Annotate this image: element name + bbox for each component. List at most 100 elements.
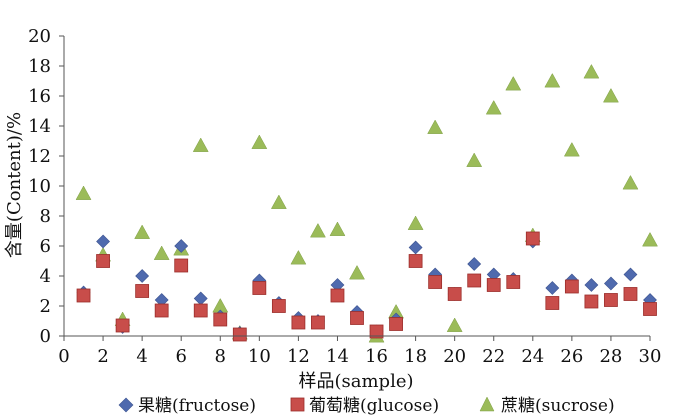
x-tick-label: 14 [326, 346, 349, 367]
y-tick-label: 12 [28, 146, 51, 167]
x-tick-label: 0 [58, 346, 69, 367]
x-tick-label: 26 [560, 346, 583, 367]
x-tick-label: 18 [404, 346, 427, 367]
y-axis-title: 含量(Content)/% [4, 112, 25, 258]
sucrose-point [407, 215, 424, 230]
glucose-point [643, 302, 657, 316]
sucrose-point [563, 141, 580, 157]
sucrose-point [192, 137, 209, 152]
legend: 果糖(fructose) 葡萄糖(glucose) 蔗糖(sucrose) [118, 396, 615, 415]
glucose-point [135, 284, 150, 298]
sucrose-point [134, 224, 151, 239]
glucose-point [525, 231, 540, 246]
sucrose-point [505, 75, 522, 91]
fructose-point [604, 276, 618, 291]
glucose-point [564, 279, 579, 294]
fructose-point [623, 267, 638, 282]
glucose-point [213, 312, 228, 327]
legend-item-fructose: 果糖(fructose) [118, 396, 256, 415]
y-tick-label: 16 [28, 86, 51, 107]
sucrose-point [427, 119, 444, 134]
x-tick-label: 16 [365, 346, 388, 367]
glucose-point [291, 315, 306, 330]
glucose-point [96, 254, 110, 268]
glucose-point [174, 258, 189, 273]
glucose-point [604, 293, 618, 307]
sucrose-point [251, 134, 268, 149]
fructose-point [174, 239, 189, 253]
y-tick-label: 8 [40, 206, 51, 227]
sucrose-point [349, 264, 365, 280]
y-tick-label: 14 [28, 116, 51, 137]
glucose-point [232, 327, 247, 342]
y-tick-label: 0 [40, 326, 51, 347]
sucrose-point [622, 174, 639, 190]
sucrose-point [153, 245, 170, 260]
glucose-point [506, 275, 521, 289]
legend-label-sucrose: 蔗糖(sucrose) [501, 396, 615, 415]
y-tick-label: 2 [40, 296, 51, 317]
x-tick-label: 8 [215, 346, 226, 367]
legend-marker-sucrose [479, 396, 495, 412]
legend-item-sucrose: 蔗糖(sucrose) [479, 396, 615, 415]
y-tick-label: 10 [28, 176, 51, 197]
glucose-point [467, 273, 482, 288]
sucrose-point [603, 87, 619, 103]
x-tick-label: 10 [248, 346, 271, 367]
glucose-point [193, 303, 208, 318]
legend-label-glucose: 葡萄糖(glucose) [309, 396, 439, 415]
legend-marker-fructose [118, 397, 134, 413]
sucrose-point [75, 185, 92, 200]
fructose-point [584, 278, 599, 292]
glucose-point [447, 287, 462, 301]
sucrose-point [485, 99, 502, 115]
fructose-point [545, 281, 560, 295]
x-tick-label: 30 [639, 346, 662, 367]
x-tick-label: 24 [521, 346, 544, 367]
glucose-point [389, 317, 403, 331]
glucose-point [76, 288, 91, 303]
glucose-point [623, 287, 638, 301]
x-tick-label: 20 [443, 346, 466, 367]
glucose-point [154, 303, 169, 318]
glucose-point [369, 324, 384, 339]
glucose-point [115, 318, 130, 333]
glucose-point [350, 311, 364, 325]
glucose-point [311, 315, 325, 330]
glucose-point [330, 288, 345, 303]
x-tick-label: 4 [136, 346, 147, 367]
legend-marker-glucose [290, 397, 305, 412]
legend-label-fructose: 果糖(fructose) [138, 396, 256, 415]
legend-item-glucose: 葡萄糖(glucose) [290, 396, 439, 415]
fructose-point [135, 269, 150, 283]
x-tick-label: 6 [175, 346, 186, 367]
y-tick-label: 4 [40, 266, 51, 287]
sucrose-point [310, 222, 326, 238]
glucose-point [545, 296, 560, 310]
sucrose-point [290, 249, 307, 265]
x-tick-label: 22 [482, 346, 505, 367]
x-tick-label: 12 [287, 346, 310, 367]
y-tick-label: 18 [28, 56, 51, 77]
glucose-point [408, 254, 423, 268]
fructose-point [408, 240, 423, 255]
glucose-point [271, 299, 286, 313]
glucose-point [584, 294, 599, 309]
x-tick-label: 2 [97, 346, 108, 367]
sucrose-point [583, 63, 600, 79]
sucrose-point [270, 194, 287, 209]
glucose-point [428, 275, 443, 289]
y-tick-label: 20 [28, 26, 51, 47]
sucrose-point [544, 72, 561, 88]
data-points [75, 63, 658, 343]
sucrose-point [642, 231, 658, 247]
y-tick-label: 6 [40, 236, 51, 257]
x-tick-label: 28 [599, 346, 622, 367]
sucrose-point [446, 317, 463, 332]
fructose-point [467, 257, 482, 271]
glucose-point [252, 281, 267, 295]
